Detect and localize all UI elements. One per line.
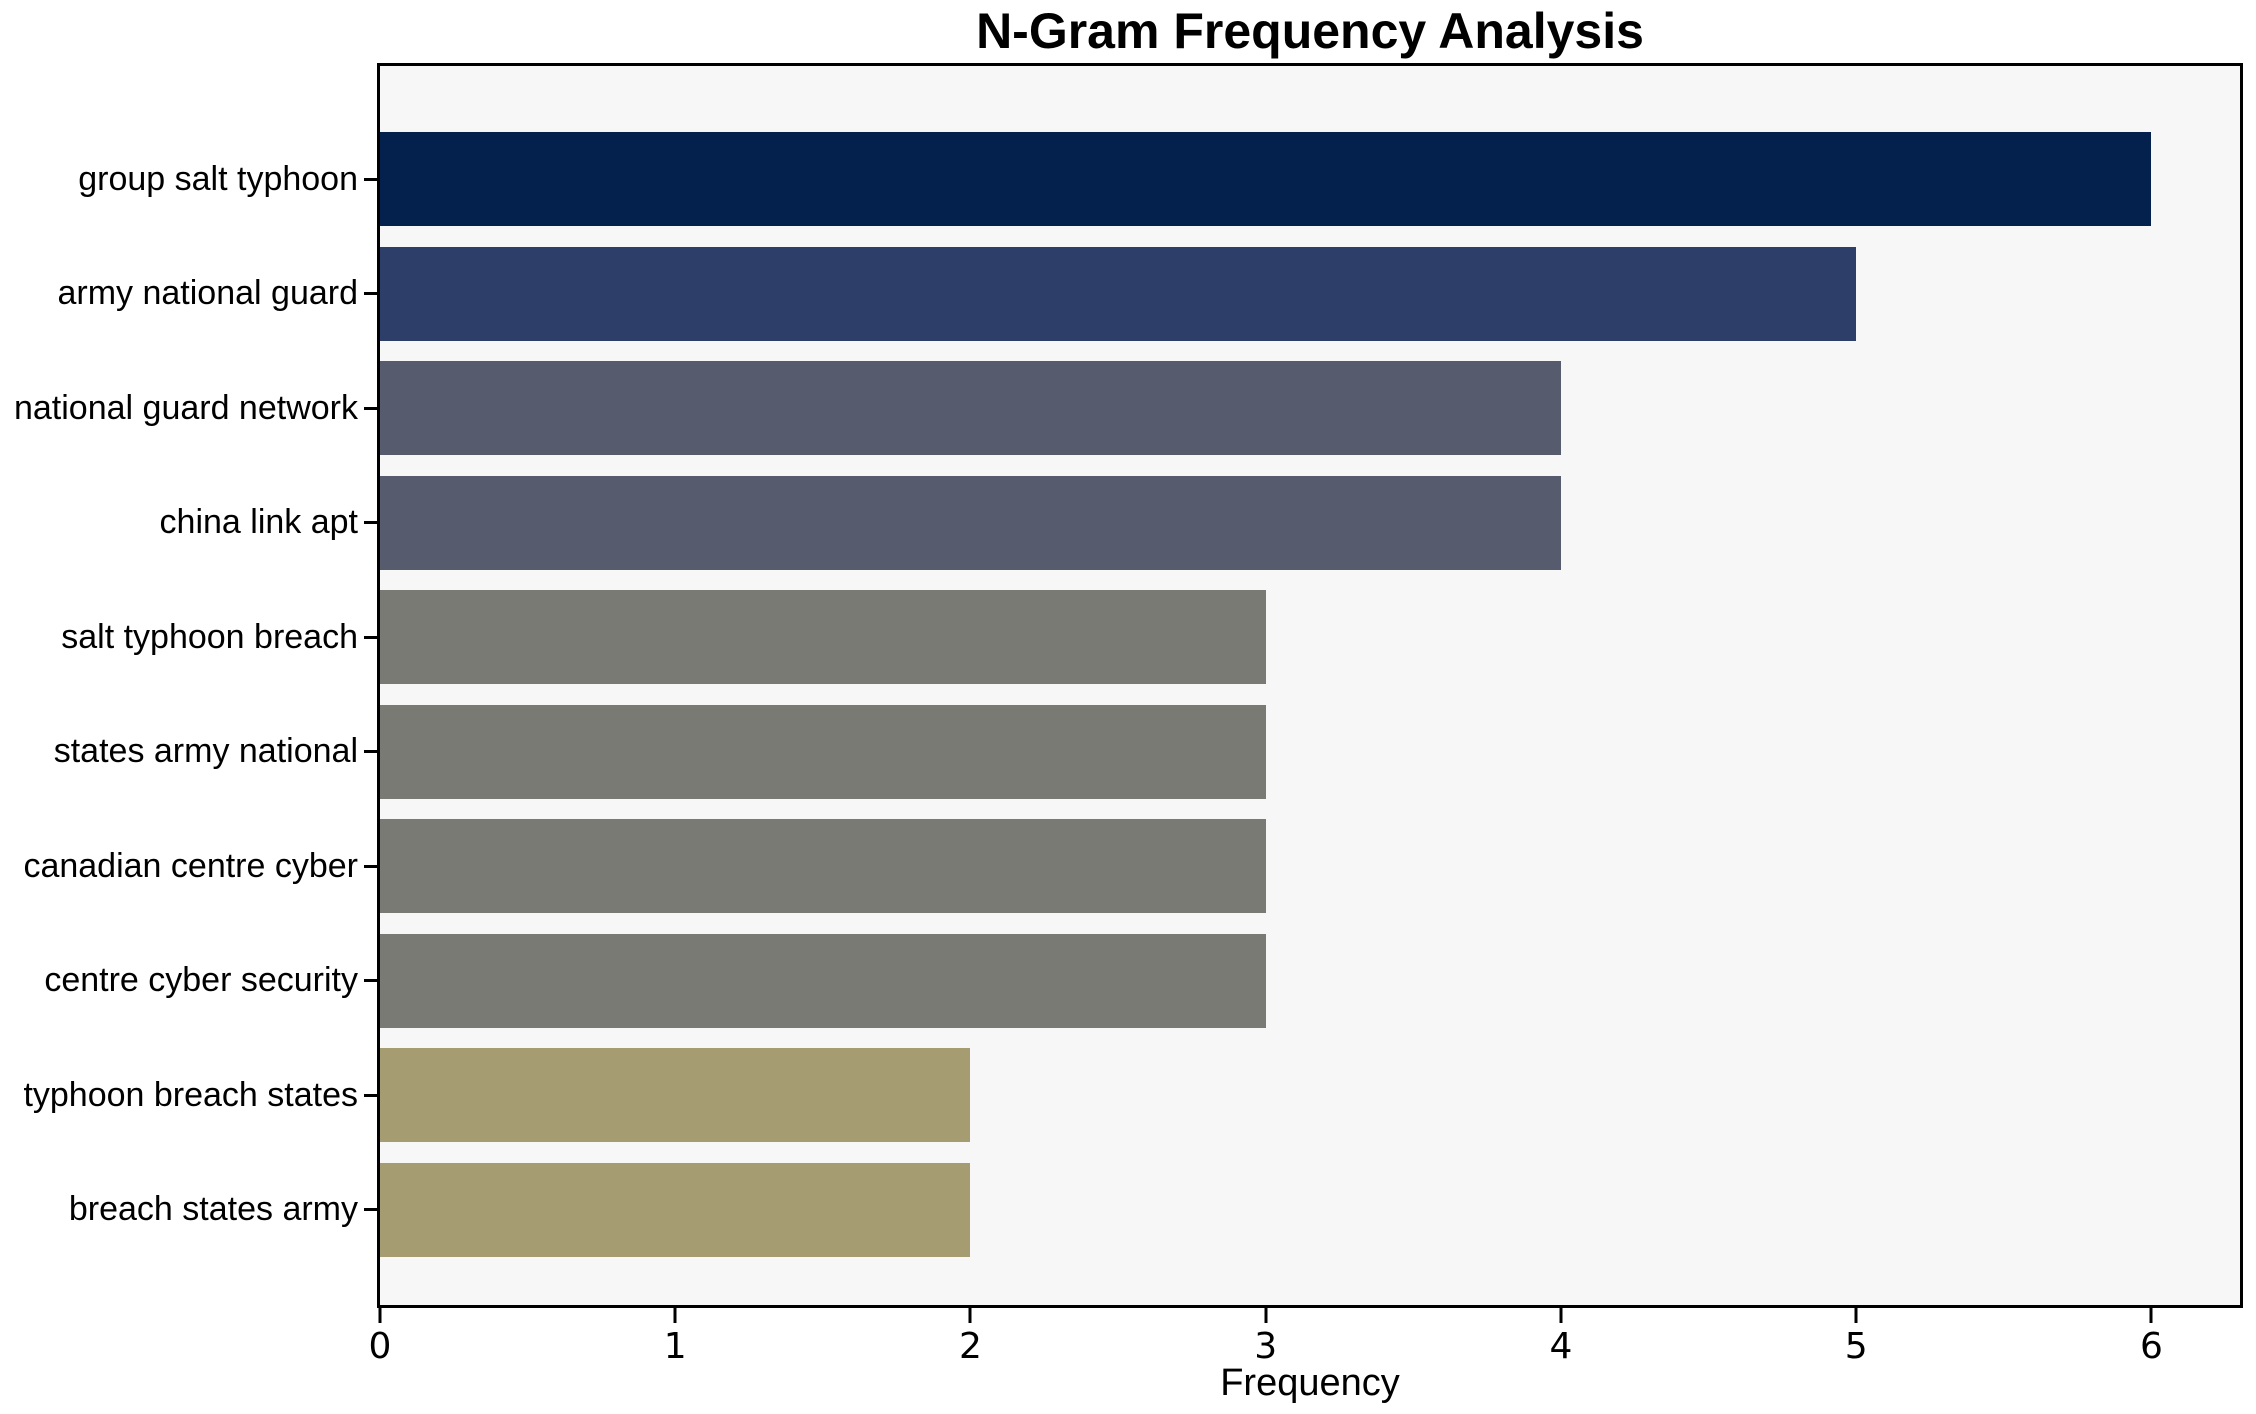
y-tick-mark [364, 979, 377, 983]
y-tick-row [364, 237, 377, 352]
y-tick-row [364, 1038, 377, 1153]
chart-title: N-Gram Frequency Analysis [976, 3, 1644, 59]
bar [380, 475, 1561, 570]
x-tick-mark [1264, 1308, 1268, 1323]
y-tick-row [364, 924, 377, 1039]
bar-row [380, 809, 2240, 924]
y-tick-row [364, 1153, 377, 1268]
bar-row [380, 580, 2240, 695]
bar [380, 933, 1266, 1028]
y-label: canadian centre cyber [23, 846, 358, 885]
bar [380, 246, 1857, 341]
y-label-row: centre cyber security [0, 924, 358, 1039]
y-tick-row [364, 695, 377, 810]
bar-row [380, 237, 2240, 352]
y-label-row: states army national [0, 695, 358, 810]
y-label-row: china link apt [0, 466, 358, 581]
x-tick-mark [2149, 1308, 2153, 1323]
x-tick-label: 3 [1254, 1326, 1278, 1367]
y-label: china link apt [159, 503, 358, 542]
x-tick-label: 4 [1549, 1326, 1573, 1367]
x-tick-mark [378, 1308, 382, 1323]
y-label-row: national guard network [0, 351, 358, 466]
y-tick-row [364, 351, 377, 466]
y-label-row: canadian centre cyber [0, 809, 358, 924]
y-label: typhoon breach states [23, 1075, 358, 1114]
y-tick-mark [364, 292, 377, 296]
y-axis-ticks [364, 63, 377, 1308]
y-label-row: typhoon breach states [0, 1038, 358, 1153]
x-tick-label: 0 [368, 1326, 392, 1367]
y-tick-mark [364, 406, 377, 410]
y-label: centre cyber security [44, 961, 358, 1000]
bar [380, 132, 2152, 227]
y-tick-mark [364, 864, 377, 868]
bar [380, 361, 1561, 456]
bar-row [380, 924, 2240, 1039]
y-label-row: group salt typhoon [0, 122, 358, 237]
x-tick-mark [1559, 1308, 1563, 1323]
y-tick-mark [364, 1093, 377, 1097]
x-tick-label: 5 [1844, 1326, 1868, 1367]
y-label-row: salt typhoon breach [0, 580, 358, 695]
bar-row [380, 1038, 2240, 1153]
x-axis-label: Frequency [1220, 1362, 1400, 1404]
x-axis-tick-labels: 0 1 2 3 4 5 6 [369, 1326, 2240, 1370]
y-label: breach states army [68, 1190, 358, 1229]
bar [380, 590, 1266, 685]
y-label: army national guard [57, 274, 358, 313]
y-tick-mark [364, 750, 377, 754]
y-label: group salt typhoon [78, 159, 358, 198]
bars-container [380, 66, 2240, 1305]
bar [380, 1048, 971, 1143]
y-tick-row [364, 466, 377, 581]
bar-row [380, 466, 2240, 581]
bar [380, 704, 1266, 799]
x-tick-mark [968, 1308, 972, 1323]
y-label: national guard network [13, 388, 358, 427]
y-tick-mark [364, 177, 377, 181]
x-axis-ticks [378, 1308, 2240, 1324]
x-tick-label: 2 [959, 1326, 982, 1367]
x-tick-mark [1854, 1308, 1858, 1323]
bar-row [380, 122, 2240, 237]
y-tick-row [364, 122, 377, 237]
bar-row [380, 351, 2240, 466]
y-tick-row [364, 809, 377, 924]
x-tick-label: 6 [2139, 1326, 2163, 1367]
bar-row [380, 695, 2240, 810]
y-label-row: breach states army [0, 1153, 358, 1268]
y-axis-labels: group salt typhoon army national guard nat… [0, 63, 358, 1308]
y-tick-row [364, 580, 377, 695]
plot-area [377, 63, 2243, 1308]
bar [380, 1162, 971, 1257]
x-tick-mark [673, 1308, 677, 1323]
y-label: salt typhoon breach [61, 617, 358, 656]
y-tick-mark [364, 635, 377, 639]
x-tick-label: 1 [663, 1326, 687, 1367]
y-tick-mark [364, 1208, 377, 1212]
y-label-row: army national guard [0, 237, 358, 352]
y-label: states army national [53, 732, 358, 771]
y-tick-mark [364, 521, 377, 525]
bar-row [380, 1153, 2240, 1268]
bar [380, 819, 1266, 914]
